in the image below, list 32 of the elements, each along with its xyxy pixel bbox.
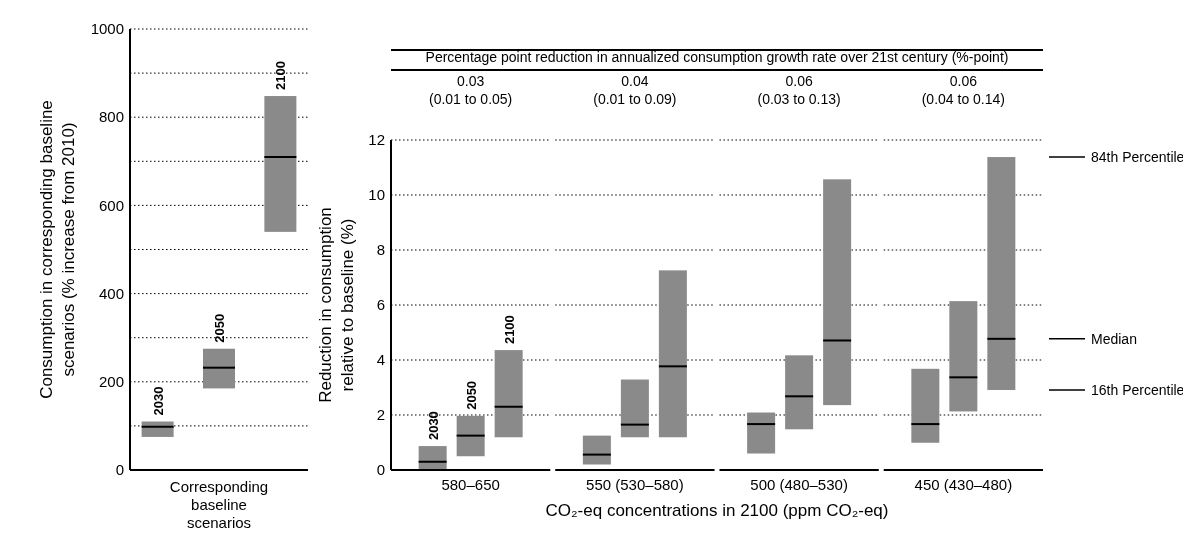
text: 84th Percentile	[1091, 148, 1185, 165]
text: 2030	[425, 411, 441, 441]
text: 16th Percentile	[1091, 381, 1185, 398]
y-tick-label: 4	[376, 351, 385, 369]
y-axis-title: Consumption in corresponding baseline scenarios (% increase from 2010)	[37, 100, 78, 399]
y-tick-label: 2	[376, 406, 385, 424]
x-tick-label: 550 (530–580)	[586, 476, 684, 493]
y-tick-label: 600	[98, 196, 124, 214]
y-tick-label: 800	[98, 108, 124, 126]
y-tick-label: 400	[98, 284, 124, 302]
text: 0.06 (0.03 to 0.13)	[757, 73, 841, 107]
text: Percentage point reduction in annualized consumption growth rate over 21st century (%-point)	[425, 49, 1009, 65]
text: 0.04 (0.01 to 0.09)	[593, 73, 677, 107]
text: 0.06 (0.04 to 0.14)	[921, 73, 1005, 107]
y-tick-label: 8	[376, 241, 385, 259]
y-tick-label: 6	[376, 296, 385, 314]
y-tick-label: 200	[98, 373, 124, 391]
y-tick-label: 0	[115, 461, 124, 479]
y-tick-label: 10	[368, 186, 385, 204]
x-axis-title: Corresponding baseline scenarios	[169, 478, 269, 531]
text: 2050	[463, 380, 479, 410]
text: Median	[1091, 330, 1137, 347]
text: 0.03 (0.01 to 0.05)	[429, 73, 513, 107]
y-axis-title: Reduction in consumption relative to baseline (%)	[316, 207, 357, 403]
x-tick-label: 500 (480–530)	[750, 476, 848, 493]
y-tick-label: 12	[368, 131, 385, 149]
x-axis-title: CO₂-eq concentrations in 2100 (ppm CO₂-eq)	[545, 501, 889, 520]
y-tick-label: 1000	[90, 20, 124, 38]
x-tick-label: 580–650	[441, 476, 500, 493]
y-tick-label: 0	[376, 461, 385, 479]
text: 2100	[501, 315, 517, 345]
x-tick-label: 450 (430–480)	[914, 476, 1013, 493]
